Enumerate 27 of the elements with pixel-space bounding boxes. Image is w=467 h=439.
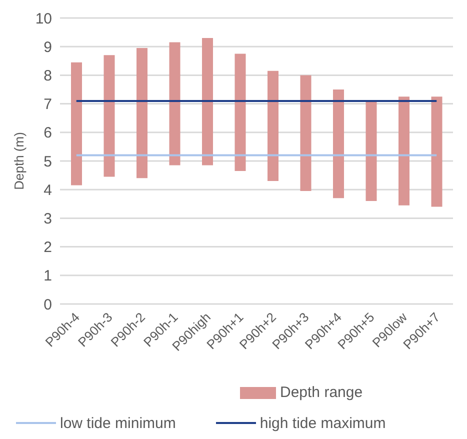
bar [202,38,213,166]
legend-label: Depth range [280,384,363,401]
bar [136,48,148,178]
legend-label: low tide minimum [60,414,176,432]
y-axis-title: Depth (m) [12,132,27,190]
bar [300,75,312,192]
bar [71,62,82,186]
bar [366,100,377,202]
bar [234,54,246,172]
bar [169,42,180,166]
y-tick-label: 6 [44,124,52,142]
bar [431,96,442,207]
y-tick-label: 9 [44,38,52,56]
y-tick-label: 1 [44,268,52,285]
bar [104,55,115,177]
y-tick-label: 2 [44,239,52,256]
legend-label: high tide maximum [260,414,386,432]
bar [268,70,278,182]
y-tick-label: 5 [44,153,52,170]
bar [333,90,344,198]
y-tick-label: 3 [44,210,52,228]
y-tick-label: 10 [35,10,52,28]
y-tick-label: 8 [44,68,52,85]
bar [398,96,410,206]
y-tick-label: 4 [44,182,52,199]
y-tick-label: 0 [44,296,52,314]
y-tick-label: 7 [44,96,52,114]
